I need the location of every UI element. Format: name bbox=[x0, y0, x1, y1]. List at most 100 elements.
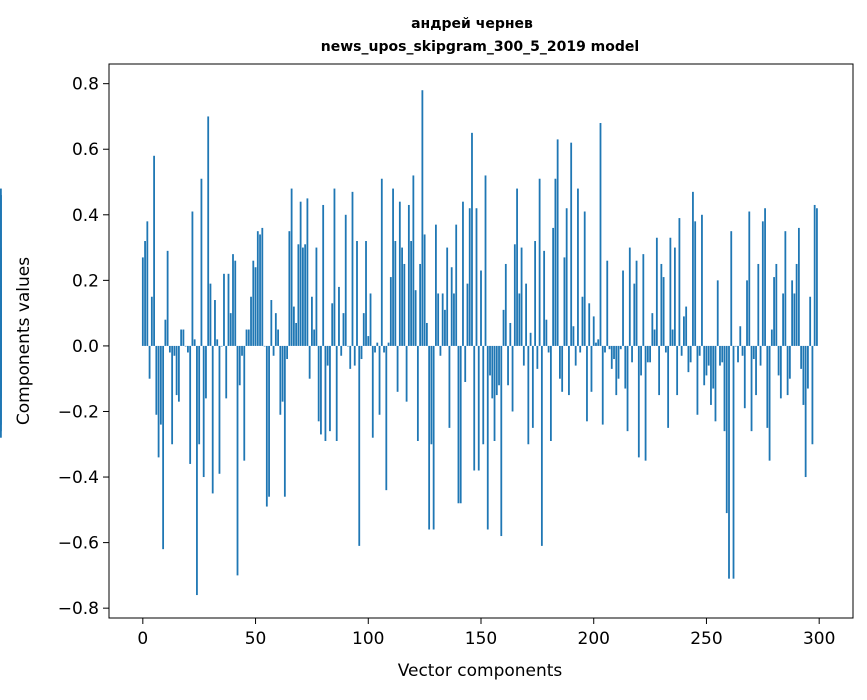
bar-140 bbox=[457, 345, 460, 504]
bar-65 bbox=[288, 231, 291, 346]
bar-297 bbox=[811, 345, 814, 445]
bar-119 bbox=[410, 241, 413, 346]
plot-frame bbox=[108, 63, 854, 619]
x-tick-label: 50 bbox=[245, 629, 267, 649]
bar-152 bbox=[484, 175, 487, 346]
bar-135 bbox=[446, 247, 449, 346]
bar-294 bbox=[804, 345, 807, 478]
bar-101 bbox=[369, 293, 372, 346]
bar-163 bbox=[509, 322, 512, 346]
bar-127 bbox=[428, 345, 431, 530]
bar-91 bbox=[347, 345, 349, 347]
bar-216 bbox=[628, 247, 631, 346]
bar-200 bbox=[592, 316, 595, 346]
bar-157 bbox=[495, 345, 498, 396]
bar-247 bbox=[698, 345, 701, 356]
bar-259 bbox=[725, 345, 728, 514]
bar-134 bbox=[444, 309, 446, 346]
bar-10 bbox=[164, 319, 167, 346]
bar-295 bbox=[807, 345, 809, 389]
bar-209 bbox=[613, 345, 615, 360]
bar-24 bbox=[196, 345, 198, 596]
bar-276 bbox=[764, 208, 766, 346]
bar-undefined bbox=[0, 345, 2, 396]
bar-298 bbox=[813, 204, 816, 346]
bar-137 bbox=[450, 267, 453, 346]
bar-161 bbox=[504, 263, 507, 346]
bar-280 bbox=[773, 277, 775, 346]
bar-115 bbox=[401, 247, 403, 346]
bar-255 bbox=[716, 280, 719, 346]
bar-89 bbox=[342, 313, 345, 346]
bar-193 bbox=[577, 188, 579, 346]
bar-49 bbox=[252, 260, 255, 346]
bar-80 bbox=[322, 204, 325, 346]
bar-79 bbox=[320, 345, 322, 435]
bar-16 bbox=[177, 345, 180, 402]
bar-12 bbox=[168, 345, 171, 353]
bar-211 bbox=[617, 345, 620, 379]
bar-98 bbox=[362, 313, 365, 346]
bar-223 bbox=[644, 345, 647, 461]
bar-141 bbox=[459, 345, 462, 504]
bar-249 bbox=[703, 345, 706, 386]
bar-139 bbox=[455, 224, 458, 346]
bar-28 bbox=[205, 345, 207, 399]
bar-290 bbox=[795, 263, 798, 346]
bar-2 bbox=[146, 221, 149, 346]
bar-239 bbox=[680, 345, 683, 356]
bar-218 bbox=[633, 283, 636, 346]
bar-74 bbox=[308, 345, 311, 379]
bar-25 bbox=[198, 345, 201, 445]
bar-132 bbox=[439, 345, 442, 356]
bar-199 bbox=[590, 345, 593, 392]
bar-171 bbox=[527, 345, 530, 445]
bar-195 bbox=[581, 296, 584, 346]
bar-110 bbox=[389, 277, 392, 346]
bar-268 bbox=[746, 280, 748, 346]
bar-99 bbox=[365, 241, 367, 346]
bar-62 bbox=[281, 345, 284, 402]
bar-221 bbox=[640, 345, 642, 376]
x-axis-ticks: 0 50 100 150 200 250 300 bbox=[137, 618, 835, 649]
bar-70 bbox=[299, 201, 302, 346]
bar-77 bbox=[315, 247, 318, 346]
bar-33 bbox=[216, 339, 219, 346]
bar-87 bbox=[338, 286, 340, 346]
bar-71 bbox=[301, 247, 304, 346]
bar-18 bbox=[182, 329, 185, 346]
bar-46 bbox=[245, 329, 248, 346]
bar-291 bbox=[797, 227, 800, 346]
bar-53 bbox=[261, 227, 264, 346]
bar-217 bbox=[631, 345, 633, 363]
bar-52 bbox=[259, 234, 261, 346]
bar-198 bbox=[588, 303, 591, 346]
bar-3 bbox=[148, 345, 151, 379]
bar-85 bbox=[333, 188, 336, 346]
bar-196 bbox=[583, 211, 586, 346]
bar-95 bbox=[356, 241, 358, 346]
bar-286 bbox=[786, 345, 789, 396]
bar-37 bbox=[225, 345, 228, 399]
bar-175 bbox=[536, 345, 539, 369]
bar-248 bbox=[701, 214, 703, 346]
bar-60 bbox=[277, 329, 279, 346]
bar-293 bbox=[802, 345, 805, 405]
bar-296 bbox=[809, 296, 812, 346]
bar-207 bbox=[608, 345, 611, 350]
bar-220 bbox=[637, 345, 640, 458]
x-tick-label: 0 bbox=[137, 629, 148, 649]
bar-29 bbox=[207, 116, 210, 346]
bar-272 bbox=[755, 345, 757, 396]
bar-88 bbox=[340, 345, 343, 356]
y-tick-label: −0.2 bbox=[58, 402, 99, 422]
bar-31 bbox=[211, 345, 214, 494]
bar-114 bbox=[398, 201, 401, 346]
bar-128 bbox=[430, 345, 433, 445]
bar-15 bbox=[175, 345, 178, 396]
bar-133 bbox=[441, 293, 444, 346]
bar-34 bbox=[218, 345, 221, 474]
x-tick-label: 250 bbox=[690, 629, 722, 649]
bar-282 bbox=[777, 345, 780, 376]
